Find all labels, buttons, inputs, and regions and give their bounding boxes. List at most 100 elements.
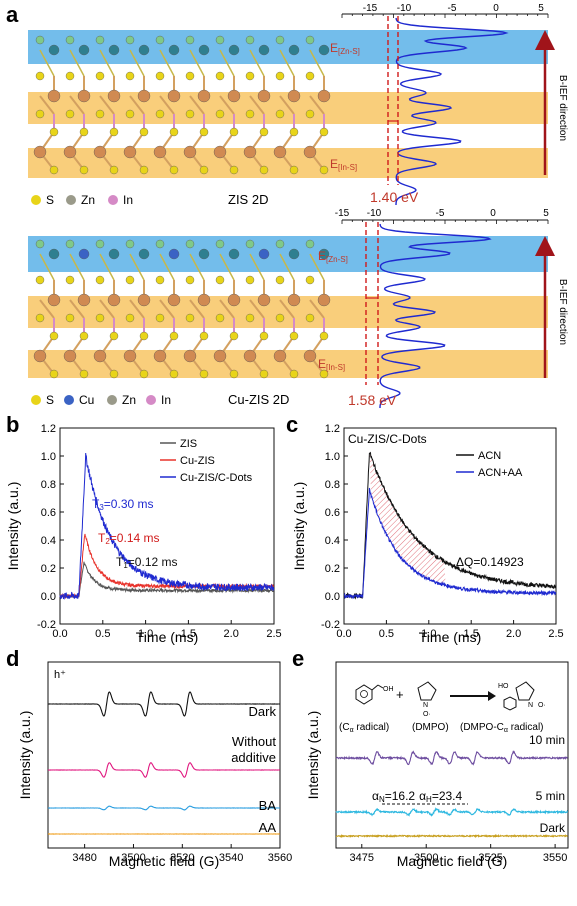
atom (259, 331, 269, 341)
atom (305, 239, 315, 249)
atom (153, 349, 167, 363)
atom-label: HO (498, 683, 509, 690)
bond (129, 49, 145, 77)
axis-ticks: 0.0 0.5 1.0 1.5 2.0 2.5-0.20.00.20.40.60.81.0… (37, 423, 282, 640)
atom (245, 71, 255, 81)
atom (183, 349, 197, 363)
atom (125, 239, 135, 249)
x-axis-label: Magnetic field (G) (109, 853, 219, 869)
y-tick-label: 0.4 (325, 535, 340, 547)
atom (155, 109, 165, 119)
dos-curve (395, 17, 509, 205)
atom (139, 369, 149, 379)
atom (48, 44, 60, 56)
bond (249, 95, 265, 115)
bond (159, 95, 175, 115)
atom (138, 44, 150, 56)
atom (243, 145, 257, 159)
y-axis-label: Intensity (a.u.) (5, 482, 21, 571)
atom (305, 313, 315, 323)
atom (78, 44, 90, 56)
dos-tick: -10 (397, 3, 412, 14)
atom (275, 313, 285, 323)
atom-legend-zn (66, 195, 76, 205)
trace-label: BA (259, 798, 277, 813)
atom (155, 71, 165, 81)
series-line (59, 452, 275, 600)
atom (35, 109, 45, 119)
annotation-dq: ΔQ=0.14923 (456, 555, 524, 569)
bond (99, 49, 115, 77)
atom (155, 35, 165, 45)
series-line (47, 691, 281, 717)
atom (35, 275, 45, 285)
atom (95, 313, 105, 323)
legend-label: In (123, 193, 133, 207)
atom (35, 239, 45, 249)
annotation-t1: T1=0.12 ms (116, 555, 178, 570)
y-tick-label: 0.0 (41, 591, 56, 603)
atom (273, 349, 287, 363)
atom (123, 145, 137, 159)
y-tick-label: 0.2 (325, 563, 340, 575)
atom (78, 248, 90, 260)
band-label-zn-s: E[Zn-S] (318, 249, 348, 264)
atom (79, 165, 89, 175)
atom (109, 331, 119, 341)
atom (305, 35, 315, 45)
bond (309, 95, 325, 115)
legend-label: Cu-ZIS (180, 455, 215, 467)
atom (275, 109, 285, 119)
atom (168, 248, 180, 260)
y-axis-label: Intensity (a.u.) (291, 482, 307, 571)
atom (63, 349, 77, 363)
atom (168, 44, 180, 56)
atom (125, 35, 135, 45)
trace-label: 5 min (536, 789, 565, 803)
atom-legend-s (31, 395, 41, 405)
panel-label-e: e (292, 646, 304, 671)
atom-label: N (528, 702, 533, 709)
panel-a-top: a -15 -10 -5 0 5 E[Zn-S] E[In-S] 1.40 eV… (6, 2, 568, 207)
axis-ticks: 3475 3500 3525 3550 (350, 844, 567, 864)
panel-label-c: c (286, 412, 298, 437)
product-ring (515, 681, 535, 701)
atom (153, 145, 167, 159)
dos-tick: 0 (490, 208, 496, 219)
atom (95, 275, 105, 285)
dos-axis-ticks (341, 14, 549, 18)
panel-label-a: a (6, 2, 19, 27)
y-tick-label: -0.2 (37, 619, 56, 631)
atom (167, 293, 181, 307)
atom (95, 35, 105, 45)
atom (305, 71, 315, 81)
scheme-label: (Cα radical) (339, 722, 389, 734)
bond (279, 299, 295, 319)
dos-tick: 5 (543, 208, 549, 219)
atom (228, 44, 240, 56)
plot-frame (335, 661, 569, 849)
atom (49, 165, 59, 175)
annotation-t3: T3=0.30 ms (92, 497, 154, 512)
atom (257, 89, 271, 103)
atom (79, 127, 89, 137)
series-group (59, 452, 275, 600)
atom (138, 248, 150, 260)
atom (245, 109, 255, 119)
gap-value: 1.58 eV (348, 392, 397, 408)
atom (287, 293, 301, 307)
trace-label: 10 min (529, 733, 565, 747)
atom (169, 127, 179, 137)
atom (139, 165, 149, 175)
x-tick-label: 1.5 (464, 628, 479, 640)
bond (377, 684, 384, 689)
atom (213, 349, 227, 363)
atom (35, 35, 45, 45)
bond (99, 253, 115, 281)
atom (125, 71, 135, 81)
atom (229, 165, 239, 175)
x-tick-label: 0.0 (52, 628, 67, 640)
atom (108, 248, 120, 260)
bond (219, 49, 235, 77)
bond (39, 253, 55, 281)
